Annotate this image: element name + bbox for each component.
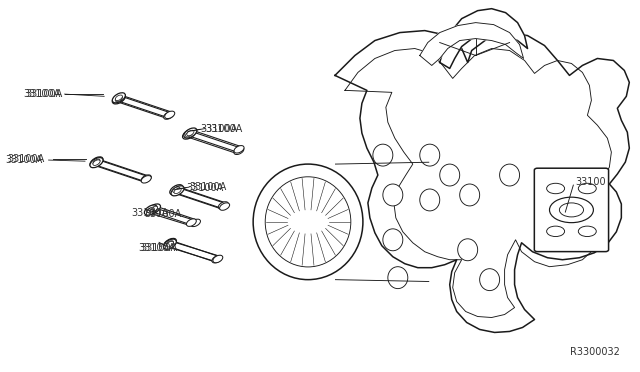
Ellipse shape [145, 205, 157, 215]
Ellipse shape [173, 187, 180, 192]
Ellipse shape [164, 112, 173, 119]
Ellipse shape [182, 129, 196, 139]
Ellipse shape [373, 144, 393, 166]
Polygon shape [420, 23, 524, 65]
Ellipse shape [234, 145, 244, 153]
Text: 33100A: 33100A [200, 124, 237, 134]
Ellipse shape [458, 239, 477, 261]
Polygon shape [335, 31, 629, 333]
Ellipse shape [147, 207, 154, 213]
Ellipse shape [420, 189, 440, 211]
Ellipse shape [171, 186, 184, 196]
Ellipse shape [164, 111, 175, 119]
Ellipse shape [186, 131, 193, 137]
Circle shape [547, 226, 564, 237]
Ellipse shape [218, 202, 228, 209]
Ellipse shape [90, 157, 103, 167]
Ellipse shape [186, 219, 196, 227]
FancyBboxPatch shape [534, 168, 609, 251]
Polygon shape [440, 9, 527, 68]
Text: 33100A: 33100A [6, 155, 43, 165]
Text: 33100A: 33100A [140, 243, 177, 253]
Circle shape [547, 183, 564, 194]
Text: 33100A: 33100A [186, 183, 223, 193]
Ellipse shape [141, 175, 151, 182]
Ellipse shape [164, 239, 176, 249]
Ellipse shape [163, 238, 177, 248]
Ellipse shape [234, 147, 244, 154]
Ellipse shape [184, 128, 197, 138]
Ellipse shape [383, 229, 403, 251]
Ellipse shape [191, 219, 200, 227]
Circle shape [579, 226, 596, 237]
Ellipse shape [460, 184, 479, 206]
Ellipse shape [479, 269, 500, 291]
Ellipse shape [187, 130, 194, 136]
Circle shape [559, 203, 584, 217]
Ellipse shape [174, 188, 181, 193]
Ellipse shape [213, 255, 223, 263]
Ellipse shape [440, 164, 460, 186]
Ellipse shape [93, 160, 100, 166]
Ellipse shape [420, 144, 440, 166]
Ellipse shape [166, 241, 173, 247]
Ellipse shape [147, 204, 161, 214]
Text: R3300032: R3300032 [570, 347, 620, 357]
Text: 33100A: 33100A [132, 208, 169, 218]
Text: 33100A: 33100A [145, 209, 182, 219]
Text: 33100A: 33100A [205, 124, 243, 134]
Ellipse shape [90, 158, 103, 168]
Ellipse shape [388, 267, 408, 289]
Ellipse shape [115, 96, 122, 102]
Ellipse shape [500, 164, 520, 186]
Text: 33100A: 33100A [189, 182, 227, 192]
Ellipse shape [112, 93, 125, 103]
Ellipse shape [115, 95, 122, 100]
Ellipse shape [220, 203, 230, 210]
Ellipse shape [93, 159, 100, 165]
Ellipse shape [265, 177, 351, 267]
Ellipse shape [141, 176, 151, 183]
Ellipse shape [212, 256, 222, 263]
Ellipse shape [253, 164, 363, 280]
Circle shape [550, 197, 593, 223]
Ellipse shape [150, 206, 157, 212]
Text: 33100A: 33100A [7, 154, 44, 164]
Ellipse shape [166, 241, 173, 246]
Ellipse shape [112, 94, 125, 104]
Ellipse shape [170, 185, 183, 195]
Circle shape [579, 183, 596, 194]
Ellipse shape [383, 184, 403, 206]
Text: 33100A: 33100A [138, 243, 175, 253]
Text: 33100A: 33100A [24, 89, 61, 99]
Text: 33100A: 33100A [25, 89, 62, 99]
Text: 33100: 33100 [575, 177, 606, 187]
